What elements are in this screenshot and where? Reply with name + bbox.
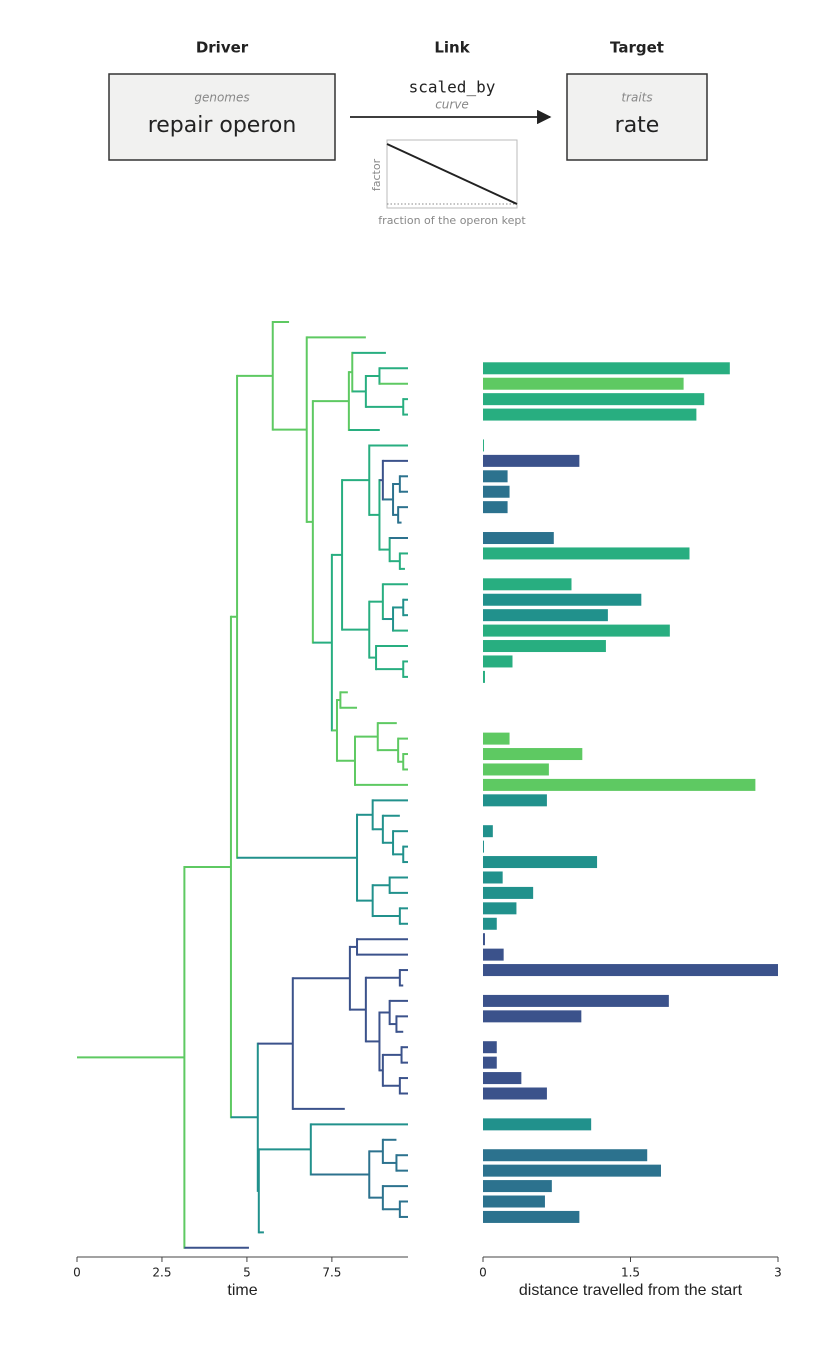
bar	[483, 593, 642, 606]
x-tick-label: 2.5	[152, 1266, 171, 1280]
target-category: traits	[621, 91, 652, 105]
x-tick-label: 3	[774, 1266, 782, 1280]
bar	[483, 1118, 592, 1131]
bar	[483, 994, 669, 1007]
bar	[483, 871, 503, 884]
tree-chart: 0 2.5 5 7.5 time	[73, 321, 408, 1299]
bar-chart: 0 1.5 3 distance travelled from the start	[479, 362, 782, 1299]
x-axis-label: distance travelled from the start	[519, 1282, 743, 1299]
bar	[483, 547, 690, 560]
target-label: rate	[615, 113, 660, 138]
bar	[483, 748, 583, 761]
bar	[483, 1010, 582, 1023]
inset-xlabel: fraction of the operon kept	[378, 214, 526, 227]
bar	[483, 377, 684, 390]
inset-frame	[386, 139, 518, 209]
bar	[483, 964, 778, 977]
bar	[483, 1072, 522, 1085]
link-heading: Link	[434, 39, 470, 57]
diagram: Driver Link Target genomes repair operon…	[108, 39, 708, 227]
bar	[483, 1087, 547, 1100]
bar	[483, 1195, 545, 1208]
bar	[483, 1041, 497, 1054]
bar	[483, 933, 485, 946]
bar	[483, 856, 598, 869]
x-tick-label: 5	[243, 1266, 251, 1280]
bar	[483, 501, 508, 514]
bar	[483, 670, 485, 683]
bar	[483, 640, 606, 653]
bar	[483, 485, 510, 498]
bar	[483, 778, 756, 791]
bar	[483, 1180, 552, 1193]
target-heading: Target	[610, 39, 664, 57]
bar	[483, 624, 670, 637]
bar	[483, 917, 497, 930]
bar	[483, 470, 508, 483]
bar	[483, 609, 608, 622]
driver-category: genomes	[194, 91, 249, 105]
bar	[483, 840, 484, 853]
x-tick-label: 7.5	[322, 1266, 341, 1280]
bar	[483, 1149, 648, 1162]
bar	[483, 1210, 580, 1223]
bar	[483, 794, 547, 807]
x-axis-label: time	[227, 1282, 257, 1299]
bar	[483, 393, 705, 406]
bar	[483, 1164, 661, 1177]
driver-box	[108, 73, 336, 161]
bar	[483, 825, 493, 838]
x-tick-label: 0	[73, 1266, 81, 1280]
bar	[483, 886, 534, 899]
x-tick-label: 0	[479, 1266, 487, 1280]
inset-ylabel: factor	[370, 158, 383, 191]
driver-heading: Driver	[196, 39, 249, 57]
driver-label: repair operon	[148, 113, 297, 138]
bar	[483, 1056, 497, 1069]
bar	[483, 655, 513, 668]
bar	[483, 439, 484, 452]
target-box	[566, 73, 708, 161]
bar	[483, 902, 517, 915]
bar	[483, 362, 730, 375]
bar	[483, 408, 697, 421]
bar	[483, 454, 580, 467]
bar	[483, 763, 549, 776]
bar	[483, 732, 510, 745]
bar	[483, 578, 572, 591]
inset-curve	[386, 143, 518, 205]
bar	[483, 532, 554, 545]
bar	[483, 948, 504, 961]
link-kind: curve	[435, 98, 469, 112]
x-tick-label: 1.5	[621, 1266, 640, 1280]
link-function: scaled_by	[409, 78, 496, 97]
